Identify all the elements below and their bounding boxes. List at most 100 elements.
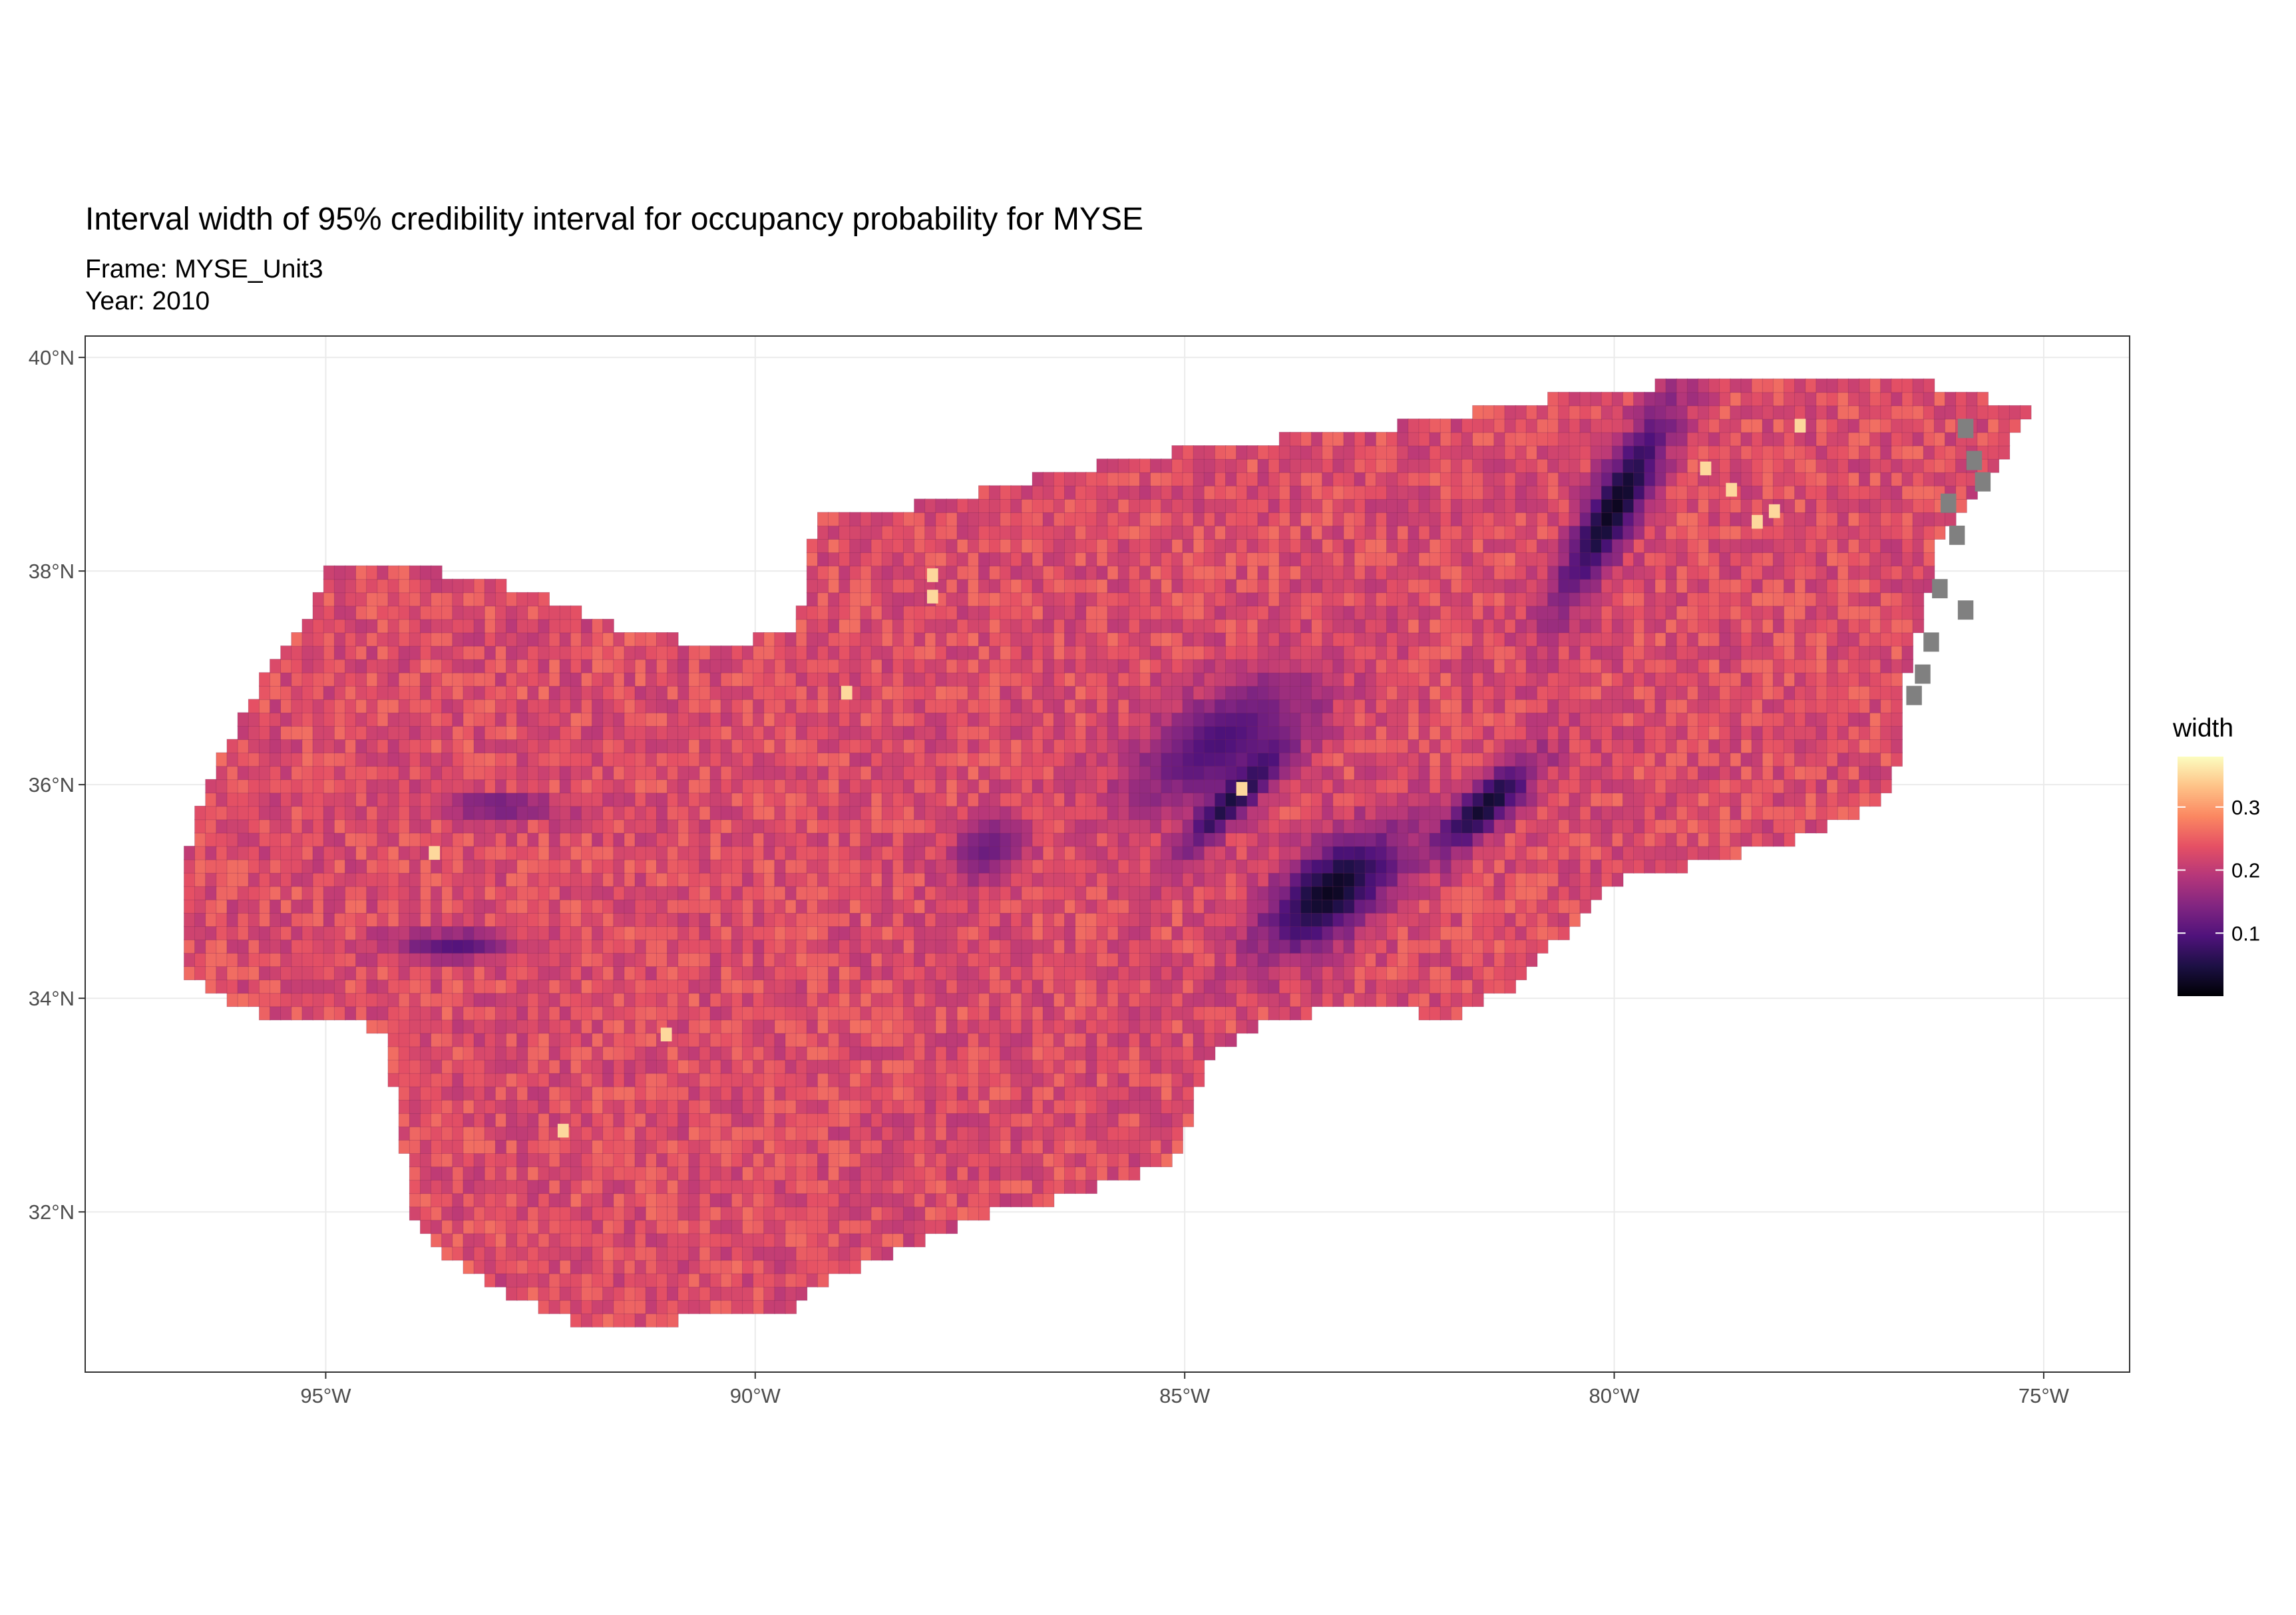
raster-cell <box>602 725 614 740</box>
raster-cell <box>1128 886 1141 900</box>
raster-cell <box>1644 859 1656 874</box>
raster-cell <box>323 779 335 794</box>
raster-cell <box>860 1139 872 1154</box>
raster-cell <box>817 926 829 940</box>
raster-cell <box>1042 846 1055 860</box>
raster-cell <box>581 979 593 994</box>
raster-cell <box>699 979 711 994</box>
raster-cell <box>967 1019 980 1034</box>
raster-cell <box>1032 1046 1044 1061</box>
raster-cell <box>216 979 228 994</box>
raster-cell <box>1386 846 1398 860</box>
raster-cell <box>463 979 475 994</box>
raster-cell <box>409 1005 421 1021</box>
raster-cell <box>419 1113 432 1127</box>
raster-cell <box>237 912 250 927</box>
raster-cell <box>1246 939 1258 954</box>
raster-cell <box>870 832 883 847</box>
raster-cell <box>538 979 550 994</box>
raster-cell <box>667 752 679 767</box>
raster-cell <box>1203 1032 1216 1047</box>
raster-cell <box>634 1139 647 1154</box>
raster-cell <box>538 992 550 1007</box>
raster-cell <box>1128 1086 1141 1101</box>
raster-cell <box>419 792 432 807</box>
raster-cell <box>806 1192 819 1208</box>
raster-cell <box>1472 952 1484 968</box>
raster-cell <box>1719 818 1731 834</box>
raster-cell <box>1665 725 1678 740</box>
raster-cell <box>753 712 765 727</box>
raster-cell <box>484 1019 496 1034</box>
raster-cell <box>1289 1005 1302 1021</box>
raster-cell <box>774 912 786 927</box>
raster-cell <box>1697 779 1710 794</box>
raster-cell <box>1623 832 1634 847</box>
raster-cell <box>989 939 1001 954</box>
raster-cell <box>688 1192 700 1208</box>
raster-cell <box>1096 1153 1109 1168</box>
raster-cell <box>409 672 421 687</box>
raster-cell <box>441 1166 453 1181</box>
raster-cell <box>538 886 550 900</box>
raster-cell <box>1794 685 1806 700</box>
raster-cell <box>709 899 722 914</box>
raster-cell <box>1450 992 1463 1007</box>
raster-cell <box>709 685 722 700</box>
raster-cell <box>1075 699 1087 713</box>
raster-cell <box>559 899 572 914</box>
raster-cell <box>527 979 539 994</box>
raster-cell <box>1461 752 1473 767</box>
raster-cell <box>1042 832 1055 847</box>
raster-cell <box>1289 805 1302 820</box>
raster-cell <box>1139 952 1151 968</box>
raster-cell <box>1525 685 1538 700</box>
chart-subtitle-year: Year: 2010 <box>85 287 210 315</box>
raster-cell <box>1364 765 1377 781</box>
raster-cell <box>1665 765 1678 781</box>
raster-cell <box>720 912 733 927</box>
raster-cell <box>419 1139 432 1154</box>
raster-cell <box>1386 752 1398 767</box>
raster-cell <box>634 752 647 767</box>
raster-cell <box>1300 739 1312 754</box>
raster-cell <box>763 818 775 834</box>
raster-cell <box>806 712 819 727</box>
raster-cell <box>881 899 894 914</box>
raster-cell <box>516 1086 528 1101</box>
raster-cell <box>226 966 239 981</box>
raster-cell <box>431 832 443 847</box>
raster-cell <box>1032 939 1044 954</box>
raster-cell <box>506 712 518 727</box>
raster-cell <box>989 685 1001 700</box>
raster-cell <box>914 979 926 994</box>
raster-cell <box>1837 699 1849 713</box>
raster-cell <box>1354 832 1366 847</box>
raster-cell <box>1171 846 1183 860</box>
raster-cell <box>1117 952 1130 968</box>
raster-cell <box>1472 859 1484 874</box>
raster-cell <box>1386 818 1398 834</box>
raster-cell <box>709 1246 722 1261</box>
raster-cell <box>398 1126 411 1141</box>
raster-cell <box>1128 872 1141 887</box>
raster-cell <box>914 846 926 860</box>
raster-cell <box>753 1206 765 1221</box>
raster-cell <box>1536 939 1549 954</box>
raster-cell <box>463 1260 475 1274</box>
raster-cell <box>291 952 303 968</box>
raster-cell <box>312 872 325 887</box>
raster-cell <box>1278 818 1291 834</box>
raster-cell <box>699 1179 711 1194</box>
raster-cell <box>1343 818 1356 834</box>
raster-cell <box>506 939 518 954</box>
raster-cell <box>870 966 883 981</box>
raster-cell <box>709 1153 722 1168</box>
raster-cell <box>1032 779 1044 794</box>
raster-cell <box>1236 818 1248 834</box>
raster-cell <box>1569 739 1581 754</box>
raster-cell <box>656 805 668 820</box>
raster-cell <box>237 779 250 794</box>
raster-cell <box>270 779 282 794</box>
raster-cell <box>634 859 647 874</box>
